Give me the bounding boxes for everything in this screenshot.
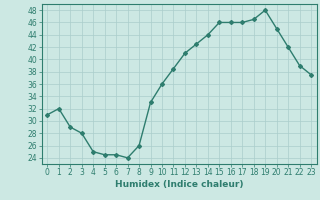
X-axis label: Humidex (Indice chaleur): Humidex (Indice chaleur)	[115, 180, 244, 189]
